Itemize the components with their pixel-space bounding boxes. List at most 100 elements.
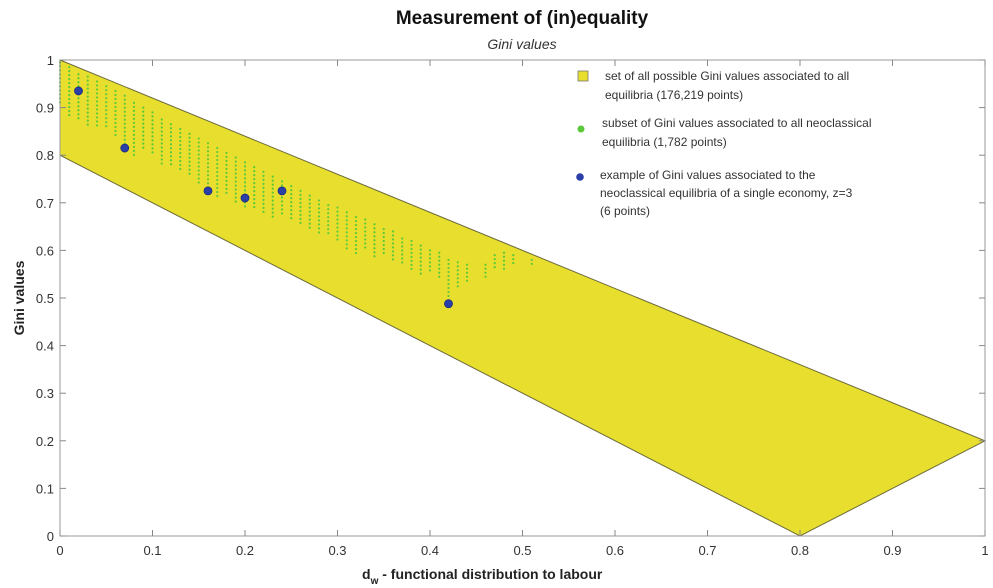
- neoclassical-point: [512, 254, 515, 257]
- neoclassical-point: [160, 138, 163, 141]
- all-equilibria-region: [59, 59, 987, 537]
- x-tick-label: 0.5: [513, 543, 531, 558]
- neoclassical-point: [262, 178, 265, 181]
- neoclassical-point: [308, 206, 311, 209]
- chart-title: Measurement of (in)equality: [396, 8, 649, 29]
- neoclassical-point: [142, 146, 145, 149]
- neoclassical-point: [123, 98, 126, 101]
- neoclassical-point: [216, 170, 219, 174]
- neoclassical-point: [391, 230, 395, 233]
- neoclassical-point: [271, 187, 274, 190]
- neoclassical-point: [290, 197, 293, 200]
- neoclassical-point: [225, 191, 228, 194]
- neoclassical-point: [151, 143, 154, 146]
- neoclassical-point: [68, 82, 71, 85]
- legend-label-region: set of all possible Gini values associat…: [605, 69, 852, 102]
- neoclassical-point: [206, 170, 210, 173]
- neoclassical-point: [243, 169, 247, 172]
- neoclassical-point: [95, 84, 99, 87]
- neoclassical-point: [105, 117, 108, 120]
- neoclassical-point: [151, 139, 154, 142]
- neoclassical-point: [197, 153, 200, 156]
- neoclassical-point: [169, 139, 173, 142]
- neoclassical-point: [86, 83, 89, 86]
- neoclassical-point: [151, 119, 154, 122]
- neoclassical-point: [354, 251, 358, 255]
- neoclassical-point: [410, 263, 413, 266]
- neoclassical-point: [253, 194, 256, 197]
- neoclassical-point: [123, 110, 126, 113]
- neoclassical-point: [151, 147, 154, 150]
- neoclassical-point: [382, 251, 385, 255]
- neoclassical-point: [243, 189, 247, 192]
- neoclassical-point: [114, 105, 117, 109]
- neoclassical-point: [151, 131, 154, 134]
- single-economy-point: [74, 86, 83, 96]
- neoclassical-point: [290, 209, 293, 212]
- neoclassical-point: [317, 219, 321, 222]
- neoclassical-point: [169, 155, 173, 158]
- y-tick-label: 0.6: [36, 243, 54, 258]
- neoclassical-point: [68, 74, 71, 77]
- neoclassical-point: [105, 85, 108, 88]
- neoclassical-point: [142, 138, 145, 141]
- x-tick-label: 1: [981, 543, 988, 558]
- x-tick-label: 0: [56, 543, 63, 558]
- neoclassical-point: [188, 160, 191, 163]
- neoclassical-point: [95, 120, 99, 123]
- neoclassical-point: [151, 151, 154, 154]
- neoclassical-point: [308, 226, 311, 229]
- neoclassical-point: [197, 141, 200, 144]
- neoclassical-point: [243, 177, 247, 180]
- neoclassical-point: [419, 268, 422, 271]
- neoclassical-point: [132, 129, 136, 132]
- x-axis-label: dw - functional distribution to labour: [362, 566, 603, 587]
- neoclassical-point: [68, 86, 71, 89]
- neoclassical-point: [179, 159, 182, 163]
- neoclassical-point: [95, 124, 99, 127]
- neoclassical-point: [234, 160, 237, 163]
- neoclassical-point: [234, 200, 237, 203]
- neoclassical-point: [160, 118, 163, 121]
- neoclassical-point: [419, 272, 422, 275]
- neoclassical-point: [234, 172, 237, 175]
- neoclassical-point: [419, 260, 422, 263]
- neoclassical-point: [216, 182, 219, 186]
- neoclassical-point: [410, 247, 413, 250]
- neoclassical-point: [243, 181, 247, 184]
- neoclassical-point: [77, 77, 80, 80]
- x-tick-label: 0.1: [143, 543, 161, 558]
- neoclassical-point: [253, 170, 256, 173]
- neoclassical-point: [438, 271, 441, 274]
- neoclassical-point: [401, 261, 404, 264]
- neoclassical-point: [206, 174, 210, 177]
- neoclassical-point: [382, 247, 385, 251]
- neoclassical-point: [142, 130, 145, 133]
- neoclassical-point: [447, 270, 450, 274]
- neoclassical-point: [243, 205, 247, 208]
- neoclassical-point: [132, 133, 136, 136]
- neoclassical-point: [271, 175, 274, 178]
- neoclassical-point: [132, 117, 136, 120]
- neoclassical-point: [77, 109, 80, 112]
- neoclassical-point: [410, 255, 413, 258]
- neoclassical-point: [336, 214, 339, 217]
- neoclassical-point: [410, 267, 413, 270]
- legend-line: (6 points): [600, 204, 650, 218]
- neoclassical-point: [299, 189, 302, 192]
- neoclassical-point: [225, 171, 228, 174]
- neoclassical-point: [373, 251, 376, 254]
- y-tick-label: 0.9: [36, 101, 54, 116]
- neoclassical-point: [132, 121, 136, 124]
- neoclassical-point: [299, 201, 302, 204]
- neoclassical-point: [308, 198, 311, 201]
- neoclassical-point: [280, 184, 284, 187]
- neoclassical-point: [77, 113, 80, 116]
- single-economy-point: [240, 193, 250, 203]
- neoclassical-point: [428, 257, 432, 260]
- neoclassical-point: [465, 267, 469, 270]
- x-tick-label: 0.6: [606, 543, 624, 558]
- neoclassical-point: [151, 135, 154, 138]
- neoclassical-point: [160, 146, 163, 149]
- neoclassical-point: [280, 180, 284, 183]
